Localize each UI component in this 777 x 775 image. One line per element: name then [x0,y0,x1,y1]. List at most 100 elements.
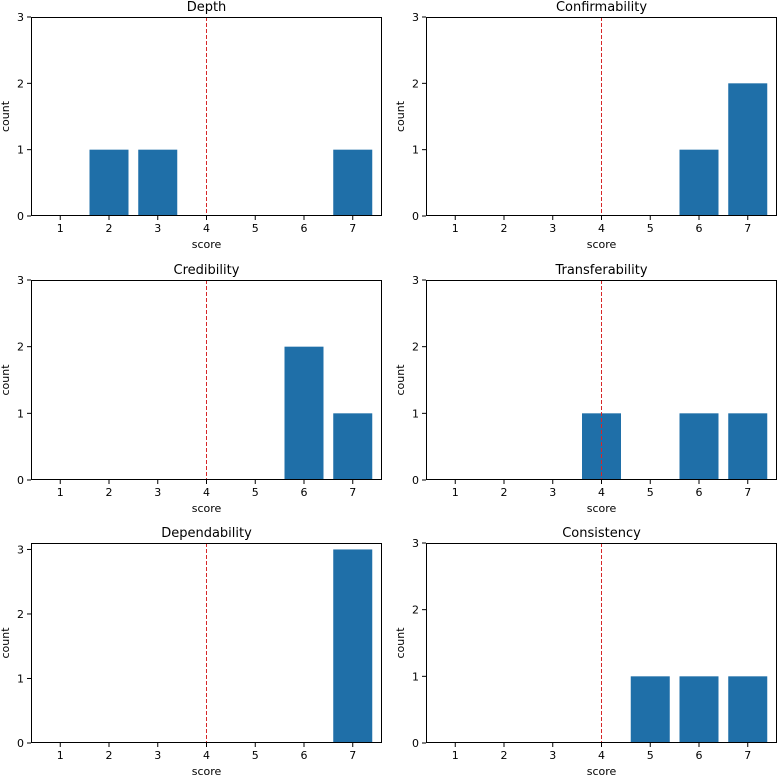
y-tick-label: 1 [17,672,24,685]
x-tick-label: 4 [203,749,210,762]
x-tick-label: 3 [154,486,161,499]
chart-title: Credibility [174,263,240,278]
bar-7 [333,549,373,743]
y-tick-label: 0 [412,210,419,223]
x-tick-label: 4 [598,486,605,499]
y-tick-label: 1 [412,670,419,683]
y-tick-label: 3 [17,543,24,556]
y-tick-label: 3 [412,274,419,287]
x-tick-label: 6 [301,222,308,235]
x-tick-label: 6 [696,222,703,235]
x-tick-label: 4 [203,222,210,235]
y-tick-label: 1 [17,407,24,420]
x-tick-label: 6 [301,749,308,762]
x-tick-label: 7 [744,486,751,499]
x-axis-label: score [587,238,617,251]
plot-frame [31,543,382,743]
x-tick-label: 4 [598,222,605,235]
x-tick-label: 3 [154,749,161,762]
y-axis-label: count [0,100,12,132]
x-tick-label: 1 [452,749,459,762]
x-tick-label: 5 [647,486,654,499]
x-tick-label: 2 [106,486,113,499]
x-tick-label: 1 [452,222,459,235]
x-tick-label: 2 [106,222,113,235]
y-tick-label: 0 [17,210,24,223]
y-tick-label: 2 [412,77,419,90]
x-tick-label: 5 [252,222,259,235]
bar-2 [89,149,129,216]
x-tick-label: 1 [452,486,459,499]
chart-panel-4: 1 2 3 4 5 6 7 0 1 2 3 Transferability score count [394,263,777,515]
chart-title: Consistency [562,526,641,541]
chart-panel-5: 1 2 3 4 5 6 7 0 1 2 3 Dependability score count [0,526,382,775]
x-tick-label: 2 [501,749,508,762]
bar-7 [728,676,768,743]
y-tick-label: 0 [412,737,419,750]
y-tick-label: 1 [412,407,419,420]
y-tick-label: 3 [412,11,419,24]
x-tick-label: 7 [349,486,356,499]
y-tick-label: 2 [412,341,419,354]
y-tick-label: 1 [17,144,24,157]
y-tick-label: 0 [17,737,24,750]
bar-7 [333,149,373,216]
y-tick-label: 2 [17,341,24,354]
y-tick-label: 3 [17,11,24,24]
bar-7 [728,413,768,480]
y-tick-label: 2 [412,604,419,617]
x-tick-label: 6 [696,749,703,762]
x-tick-label: 3 [549,222,556,235]
chart-panel-3: 1 2 3 4 5 6 7 0 1 2 3 Credibility score count [0,263,382,515]
x-axis-label: score [192,238,222,251]
chart-panel-1: 1 2 3 4 5 6 7 0 1 2 3 Depth score count [0,0,382,251]
y-axis-label: count [394,100,407,132]
y-tick-label: 1 [412,144,419,157]
x-tick-label: 5 [647,749,654,762]
y-tick-label: 2 [17,608,24,621]
y-tick-label: 3 [17,274,24,287]
bar-6 [284,346,324,480]
y-tick-label: 3 [412,537,419,550]
x-tick-label: 1 [57,749,64,762]
x-tick-label: 1 [57,222,64,235]
x-tick-label: 4 [203,486,210,499]
x-axis-label: score [192,502,222,515]
bar-7 [333,413,373,480]
y-tick-label: 2 [17,77,24,90]
x-tick-label: 5 [252,486,259,499]
x-tick-label: 3 [549,486,556,499]
bar-7 [728,83,768,216]
bar-6 [679,413,719,480]
chart-title: Dependability [161,526,252,541]
x-tick-label: 2 [501,486,508,499]
y-axis-label: count [0,627,12,659]
bar-3 [138,149,178,216]
y-tick-label: 0 [17,474,24,487]
x-tick-label: 5 [252,749,259,762]
plot-frame [31,17,382,216]
bar-6 [679,676,719,743]
chart-title: Confirmability [556,0,647,15]
x-tick-label: 7 [744,749,751,762]
chart-panel-6: 1 2 3 4 5 6 7 0 1 2 3 Consistency score count [394,526,777,775]
x-tick-label: 1 [57,486,64,499]
y-tick-label: 0 [412,474,419,487]
x-tick-label: 3 [154,222,161,235]
x-tick-label: 6 [696,486,703,499]
x-axis-label: score [587,502,617,515]
chart-panel-2: 1 2 3 4 5 6 7 0 1 2 3 Confirmability score count [394,0,777,251]
x-axis-label: score [192,765,222,775]
plot-frame [31,280,382,480]
x-tick-label: 2 [501,222,508,235]
chart-title: Transferability [554,263,647,278]
x-axis-label: score [587,765,617,775]
y-axis-label: count [0,364,12,396]
chart-title: Depth [187,0,227,15]
y-axis-label: count [394,627,407,659]
bar-5 [630,676,670,743]
x-tick-label: 4 [598,749,605,762]
x-tick-label: 2 [106,749,113,762]
y-axis-label: count [394,364,407,396]
